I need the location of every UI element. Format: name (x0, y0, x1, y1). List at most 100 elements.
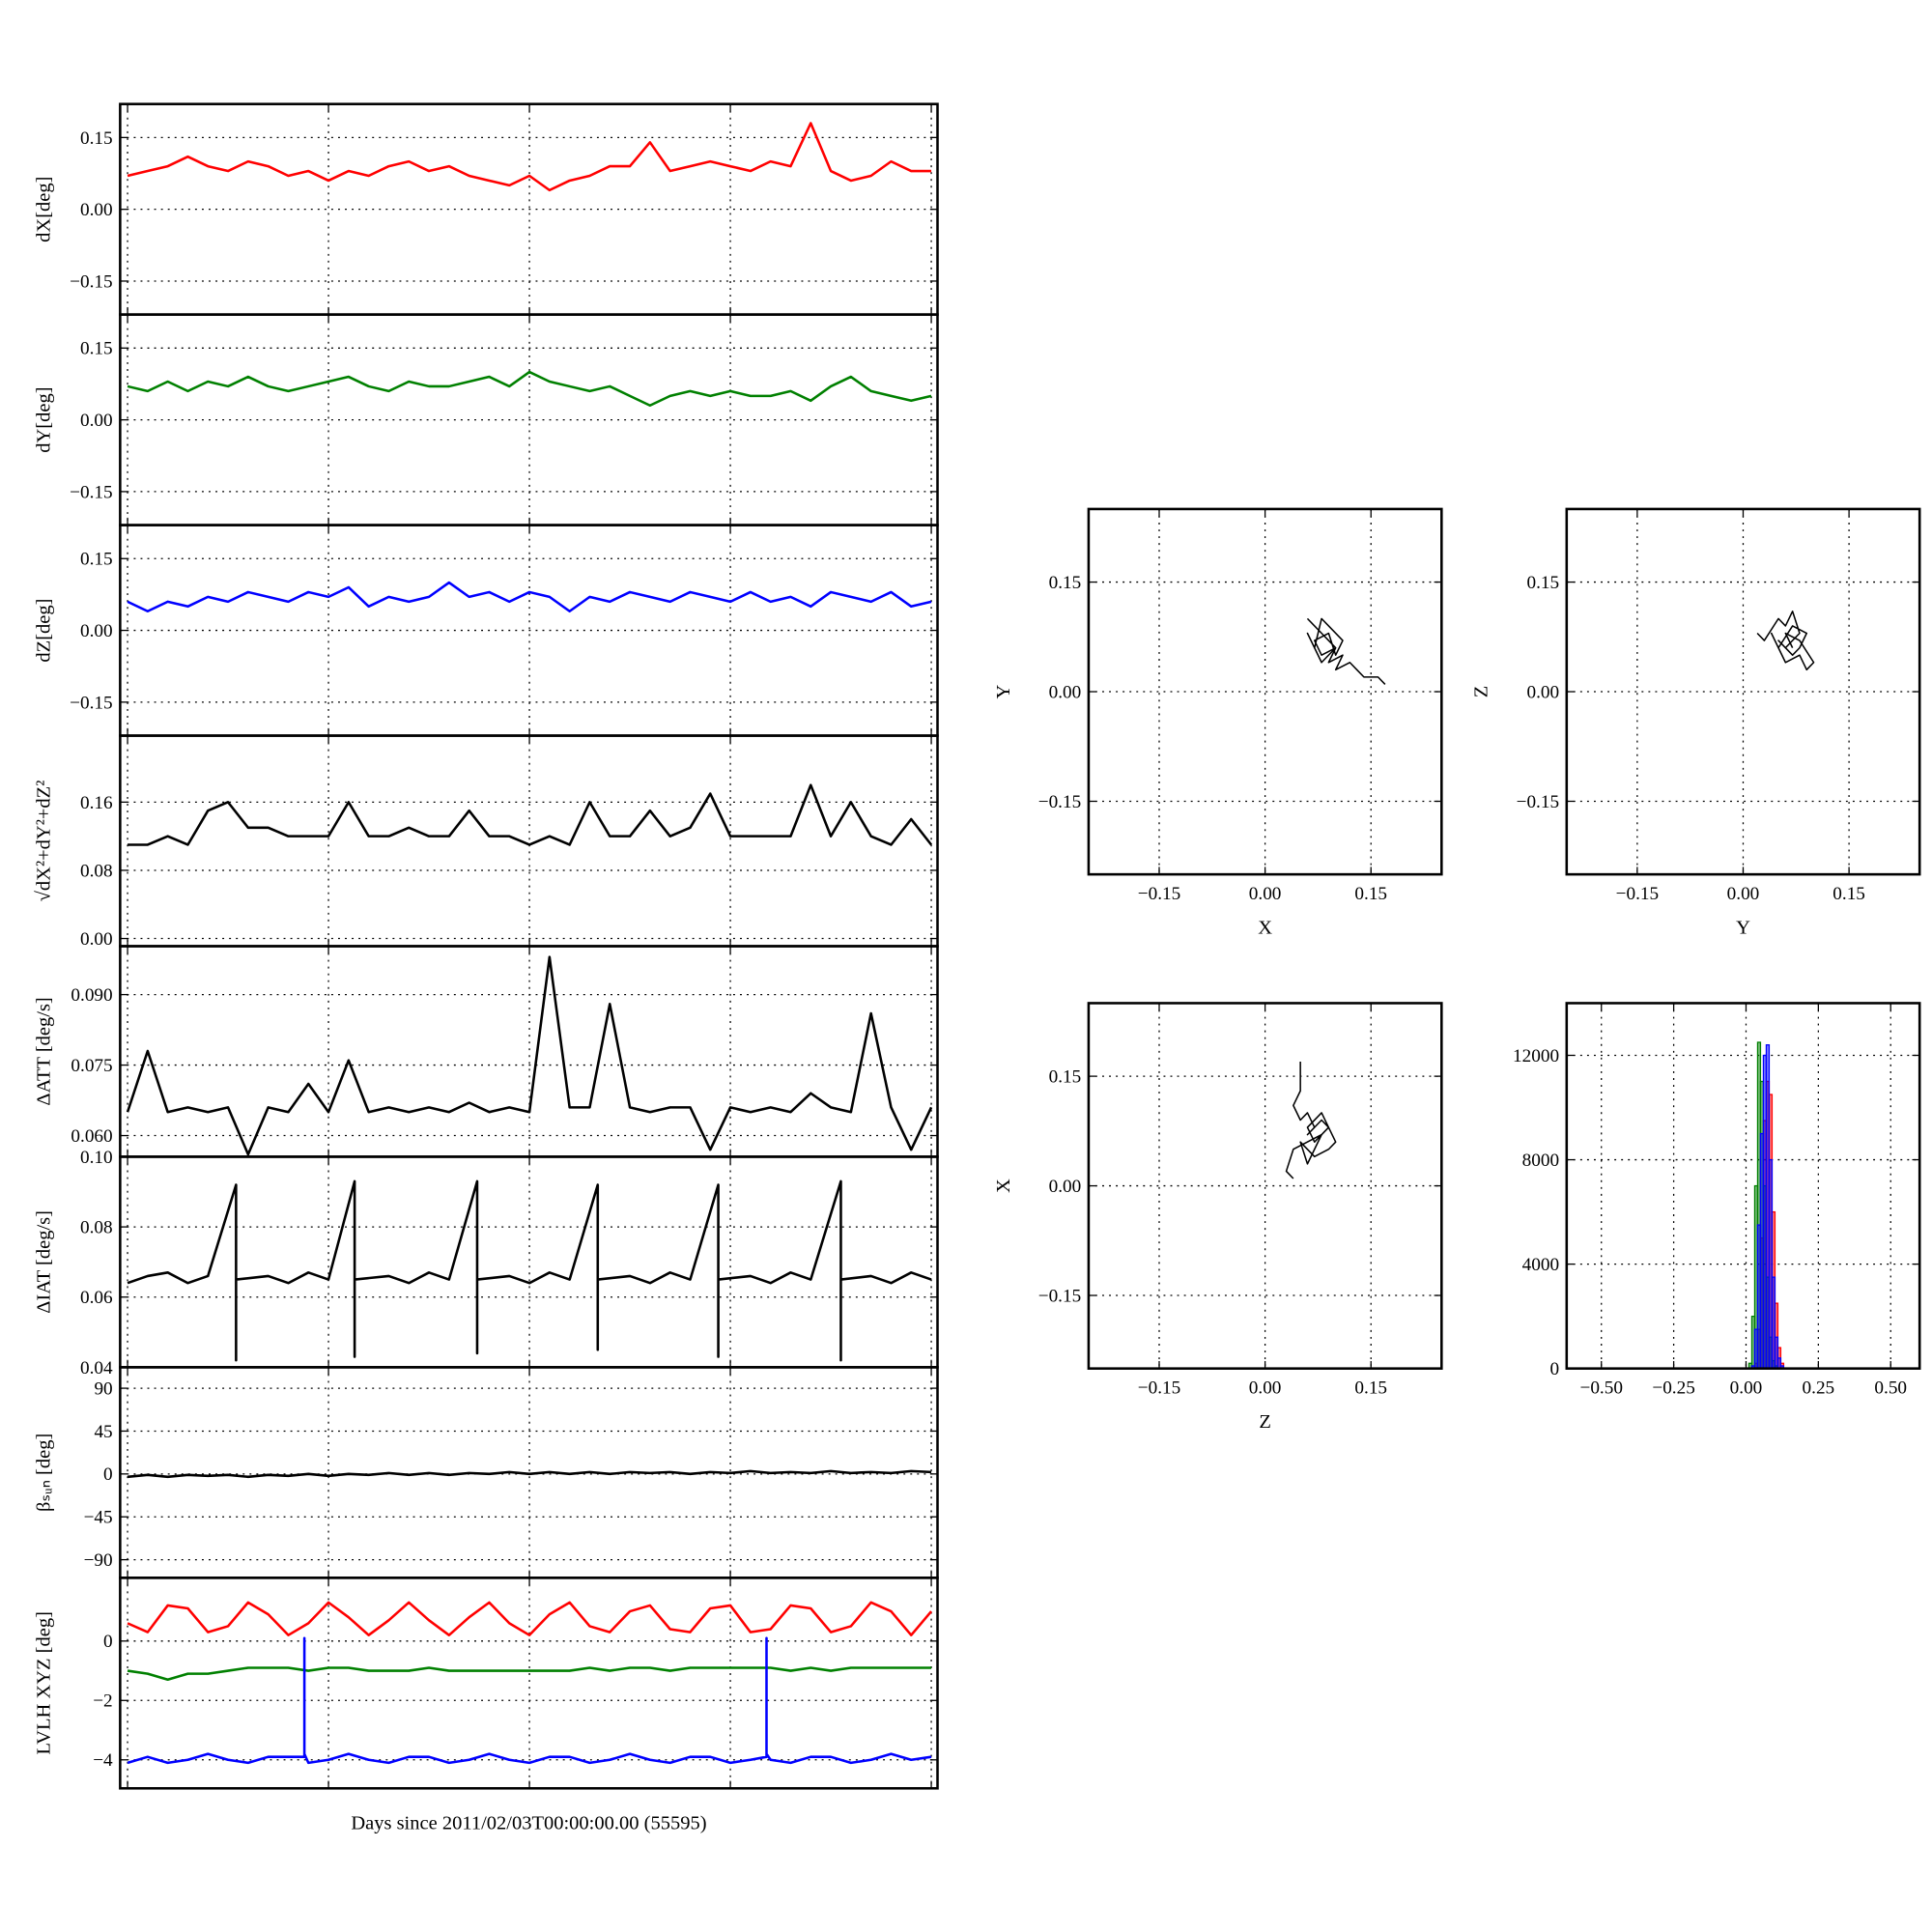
axes-frame (1565, 507, 1921, 876)
y-tick-label: 0.00 (80, 621, 113, 641)
y-tick-label: 45 (94, 1422, 112, 1442)
x-tick-label: −0.15 (1616, 884, 1659, 904)
y-tick-label: −0.15 (1038, 1286, 1081, 1306)
panel: −0.15 0.00 0.15 dX[deg] (33, 102, 939, 316)
panel: 0.04 0.06 0.08 0.10 ΔIAT [deg/s] (33, 1148, 939, 1378)
x-tick-label: −0.15 (1138, 1378, 1180, 1398)
y-tick-label: −0.15 (1517, 792, 1559, 812)
x-axis-label: Y (1736, 918, 1750, 939)
panel: −90 −45 0 45 90 βₛᵤₙ [deg] (33, 1366, 939, 1579)
y-tick-label: 0.00 (1049, 1177, 1082, 1197)
data-line (126, 955, 933, 1156)
panel: 0.00 0.08 0.16 √dX²+dY²+dZ² (33, 734, 939, 950)
x-tick-label: 0.00 (1727, 884, 1760, 904)
x-tick-label: 0.15 (1354, 884, 1387, 904)
axes-frame (119, 1577, 939, 1790)
y-tick-label: −45 (84, 1508, 113, 1528)
y-tick-label: 0.00 (1526, 682, 1559, 702)
y-tick-label: 0 (1549, 1359, 1559, 1379)
panel: −0.15 0.00 0.15 −0.15 0.00 0.15 X Z (993, 1002, 1443, 1433)
y-tick-label: 0.08 (80, 861, 113, 881)
y-axis-label: Y (993, 684, 1014, 698)
x-tick-label: 0.50 (1874, 1378, 1907, 1398)
data-line (127, 1636, 932, 1765)
y-tick-label: −0.15 (1038, 792, 1081, 812)
y-tick-label: 0.16 (80, 793, 113, 813)
x-tick-label: −0.50 (1579, 1378, 1622, 1398)
y-tick-label: 0.10 (80, 1148, 113, 1168)
x-tick-label: 0.15 (1833, 884, 1865, 904)
y-tick-label: −4 (93, 1750, 113, 1771)
data-line (127, 1179, 932, 1362)
y-axis-label: √dX²+dY²+dZ² (33, 781, 54, 902)
y-tick-label: 0 (103, 1632, 113, 1652)
x-tick-label: 0.00 (1249, 884, 1282, 904)
data-line (127, 581, 932, 613)
y-tick-label: 0.00 (80, 411, 113, 431)
y-tick-label: 0.15 (1049, 573, 1082, 593)
data-line (1306, 617, 1386, 685)
y-tick-label: −2 (93, 1691, 112, 1712)
y-tick-label: 0.060 (71, 1126, 112, 1147)
data-line (127, 1666, 932, 1682)
x-tick-label: 0.25 (1803, 1378, 1835, 1398)
y-axis-label: dY[deg] (33, 386, 54, 452)
x-tick-label: −0.15 (1138, 884, 1180, 904)
y-tick-label: 90 (94, 1378, 112, 1399)
y-tick-label: 0.15 (1049, 1067, 1082, 1088)
y-tick-label: 12000 (1513, 1046, 1559, 1066)
y-tick-label: 0.00 (1049, 682, 1082, 702)
y-tick-label: −90 (84, 1550, 113, 1571)
y-axis-label: ΔIAT [deg/s] (33, 1210, 54, 1314)
y-axis-label: Z (1471, 686, 1492, 698)
y-tick-label: 0.04 (80, 1358, 113, 1378)
y-tick-label: 0.15 (80, 550, 113, 570)
y-tick-label: 8000 (1522, 1151, 1559, 1171)
axes-frame (1565, 1002, 1921, 1370)
data-line (127, 1469, 932, 1479)
data-line (127, 1601, 933, 1636)
x-tick-label: 0.00 (1730, 1378, 1763, 1398)
y-tick-label: 0 (103, 1464, 113, 1485)
x-axis-label: X (1258, 918, 1272, 939)
y-tick-label: 0.06 (80, 1288, 113, 1308)
axes-frame (1087, 507, 1443, 876)
y-tick-label: 0.08 (80, 1217, 113, 1237)
y-tick-label: −0.15 (70, 271, 112, 292)
y-axis-label: ΔATT [deg/s] (33, 997, 54, 1105)
x-axis-label: Days since 2011/02/03T00:00:00.00 (55595… (351, 1813, 706, 1834)
y-tick-label: 0.090 (71, 985, 112, 1006)
y-axis-label: βₛᵤₙ [deg] (33, 1434, 54, 1512)
panel: 0.060 0.075 0.090 ΔATT [deg/s] (33, 945, 939, 1158)
y-axis-label: dZ[deg] (33, 599, 54, 663)
y-axis-label: dX[deg] (33, 177, 54, 242)
y-tick-label: −0.15 (70, 693, 112, 713)
data-line (127, 370, 932, 408)
y-axis-label: LVLH XYZ [deg] (33, 1611, 54, 1754)
y-tick-label: 0.00 (80, 200, 113, 220)
y-axis-label: X (993, 1179, 1014, 1193)
panel: −0.15 0.00 0.15 dY[deg] (33, 313, 939, 526)
y-tick-label: 0.075 (71, 1056, 112, 1076)
data-line (127, 122, 932, 192)
panel: −0.15 0.00 0.15 −0.15 0.00 0.15 Y X (993, 507, 1443, 939)
x-tick-label: 0.15 (1354, 1378, 1387, 1398)
panel: −0.15 0.00 0.15 −0.15 0.00 0.15 Z Y (1471, 507, 1921, 939)
y-tick-label: 0.15 (80, 128, 113, 149)
x-tick-label: 0.00 (1249, 1378, 1282, 1398)
axes-frame (119, 945, 939, 1158)
data-line (128, 783, 933, 846)
y-tick-label: −0.15 (70, 482, 112, 502)
x-tick-label: −0.25 (1652, 1378, 1694, 1398)
data-line (1756, 611, 1815, 671)
panel: 0 4000 8000 12000 −0.50 −0.25 0.00 0.25 0.50 (1513, 1002, 1921, 1398)
y-tick-label: 4000 (1522, 1255, 1559, 1275)
x-axis-label: Z (1259, 1411, 1271, 1433)
axes-frame (1087, 1002, 1443, 1370)
panel: −0.15 0.00 0.15 dZ[deg] (33, 524, 939, 737)
y-tick-label: 0.15 (80, 339, 113, 359)
y-tick-label: 0.15 (1526, 573, 1559, 593)
panel: −4 −2 0 LVLH XYZ [deg] Days since 2011/02/03… (33, 1577, 939, 1834)
data-line (1285, 1061, 1337, 1179)
